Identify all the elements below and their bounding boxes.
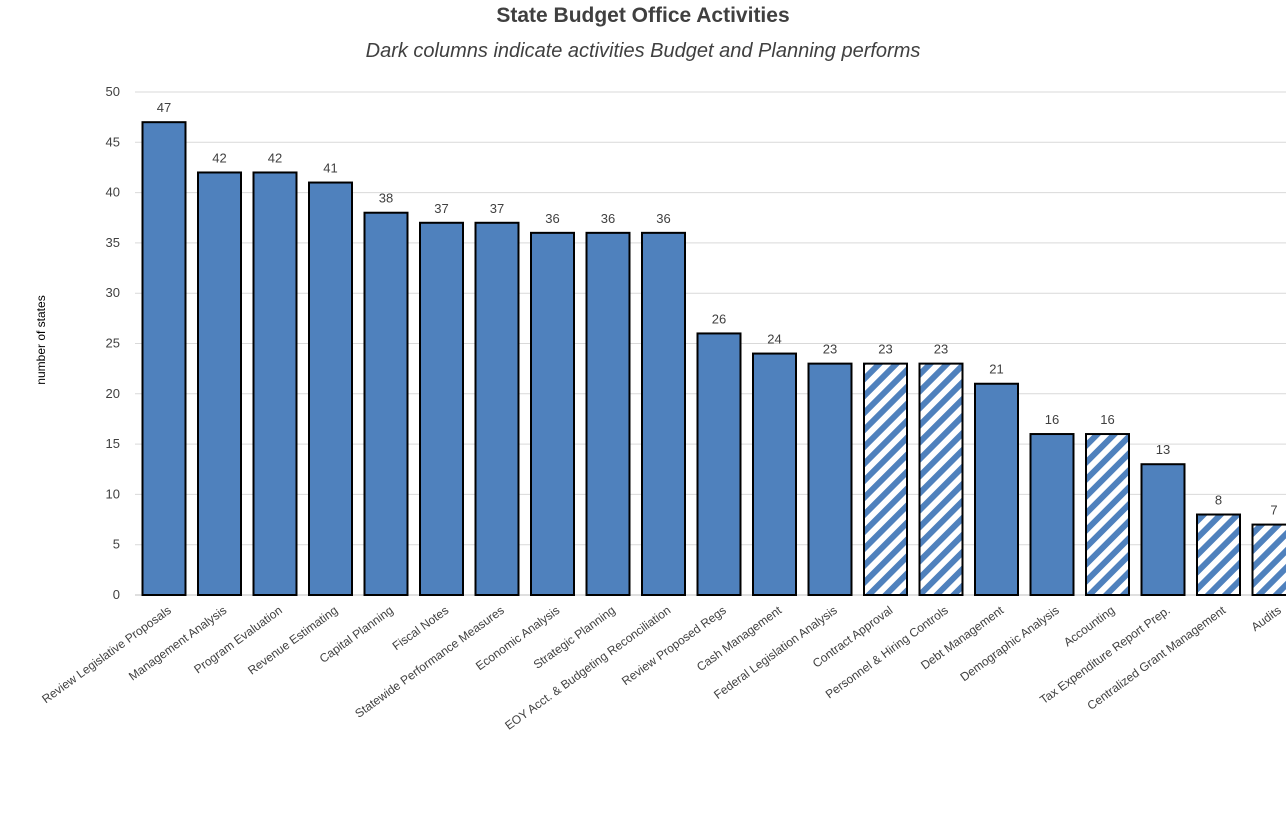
y-tick-label: 15 [106, 436, 120, 451]
bar [696, 332, 742, 596]
bar [252, 171, 298, 596]
category-label: Revenue Estimating [245, 603, 340, 677]
chart-title: State Budget Office Activities [496, 4, 790, 27]
data-label: 37 [434, 201, 448, 216]
data-label: 21 [989, 362, 1003, 377]
bar [585, 231, 631, 596]
bar [197, 171, 242, 596]
y-tick-label: 20 [106, 386, 120, 401]
bar [918, 362, 964, 596]
bar [752, 352, 797, 596]
data-label: 42 [268, 150, 282, 165]
category-label: Review Proposed Regs [619, 603, 729, 688]
data-label: 38 [379, 191, 393, 206]
data-label: 37 [490, 201, 504, 216]
category-label: Management Analysis [126, 603, 229, 683]
data-label: 23 [934, 342, 948, 357]
bar [863, 362, 908, 596]
bar [308, 181, 353, 596]
bar [530, 231, 575, 596]
data-label: 23 [878, 342, 892, 357]
data-label: 16 [1045, 412, 1059, 427]
y-axis-title: number of states [34, 295, 48, 384]
data-label: 47 [157, 100, 171, 115]
data-label: 36 [656, 211, 670, 226]
bar [974, 382, 1019, 596]
bar [1029, 433, 1075, 597]
data-label: 23 [823, 342, 837, 357]
data-label: 26 [712, 311, 726, 326]
bar [1251, 523, 1286, 597]
y-tick-label: 0 [113, 587, 120, 602]
y-tick-label: 30 [106, 285, 120, 300]
y-axis-ticks: 0 5 10 15 20 25 30 35 40 45 50 [106, 84, 120, 602]
y-tick-label: 45 [106, 134, 120, 149]
bar [474, 221, 520, 596]
bar [807, 362, 853, 596]
chart-subtitle: Dark columns indicate activities Budget … [365, 40, 921, 62]
data-label: 13 [1156, 442, 1170, 457]
bar [419, 221, 464, 596]
y-tick-label: 25 [106, 336, 120, 351]
bar [1085, 433, 1130, 597]
bar [1140, 463, 1186, 596]
bars [141, 121, 1286, 597]
data-label: 42 [212, 150, 226, 165]
bar [641, 231, 686, 596]
bar [141, 121, 187, 597]
category-label: Audits [1249, 603, 1284, 634]
data-label: 36 [545, 211, 559, 226]
y-tick-label: 40 [106, 185, 120, 200]
bar [363, 211, 409, 596]
data-label: 41 [323, 161, 337, 176]
data-label: 24 [767, 332, 781, 347]
data-label: 8 [1215, 493, 1222, 508]
bar [1196, 513, 1241, 597]
data-label: 16 [1100, 412, 1114, 427]
y-tick-label: 50 [106, 84, 120, 99]
data-labels: 47 42 42 41 38 37 37 36 36 36 26 24 23 23 23 21 16 16 13 8 7 [157, 100, 1278, 517]
category-label: Demographic Analysis [957, 603, 1061, 684]
y-tick-label: 10 [106, 486, 120, 501]
data-label: 7 [1270, 503, 1277, 518]
y-tick-label: 35 [106, 235, 120, 250]
data-label: 36 [601, 211, 615, 226]
y-tick-label: 5 [113, 537, 120, 552]
